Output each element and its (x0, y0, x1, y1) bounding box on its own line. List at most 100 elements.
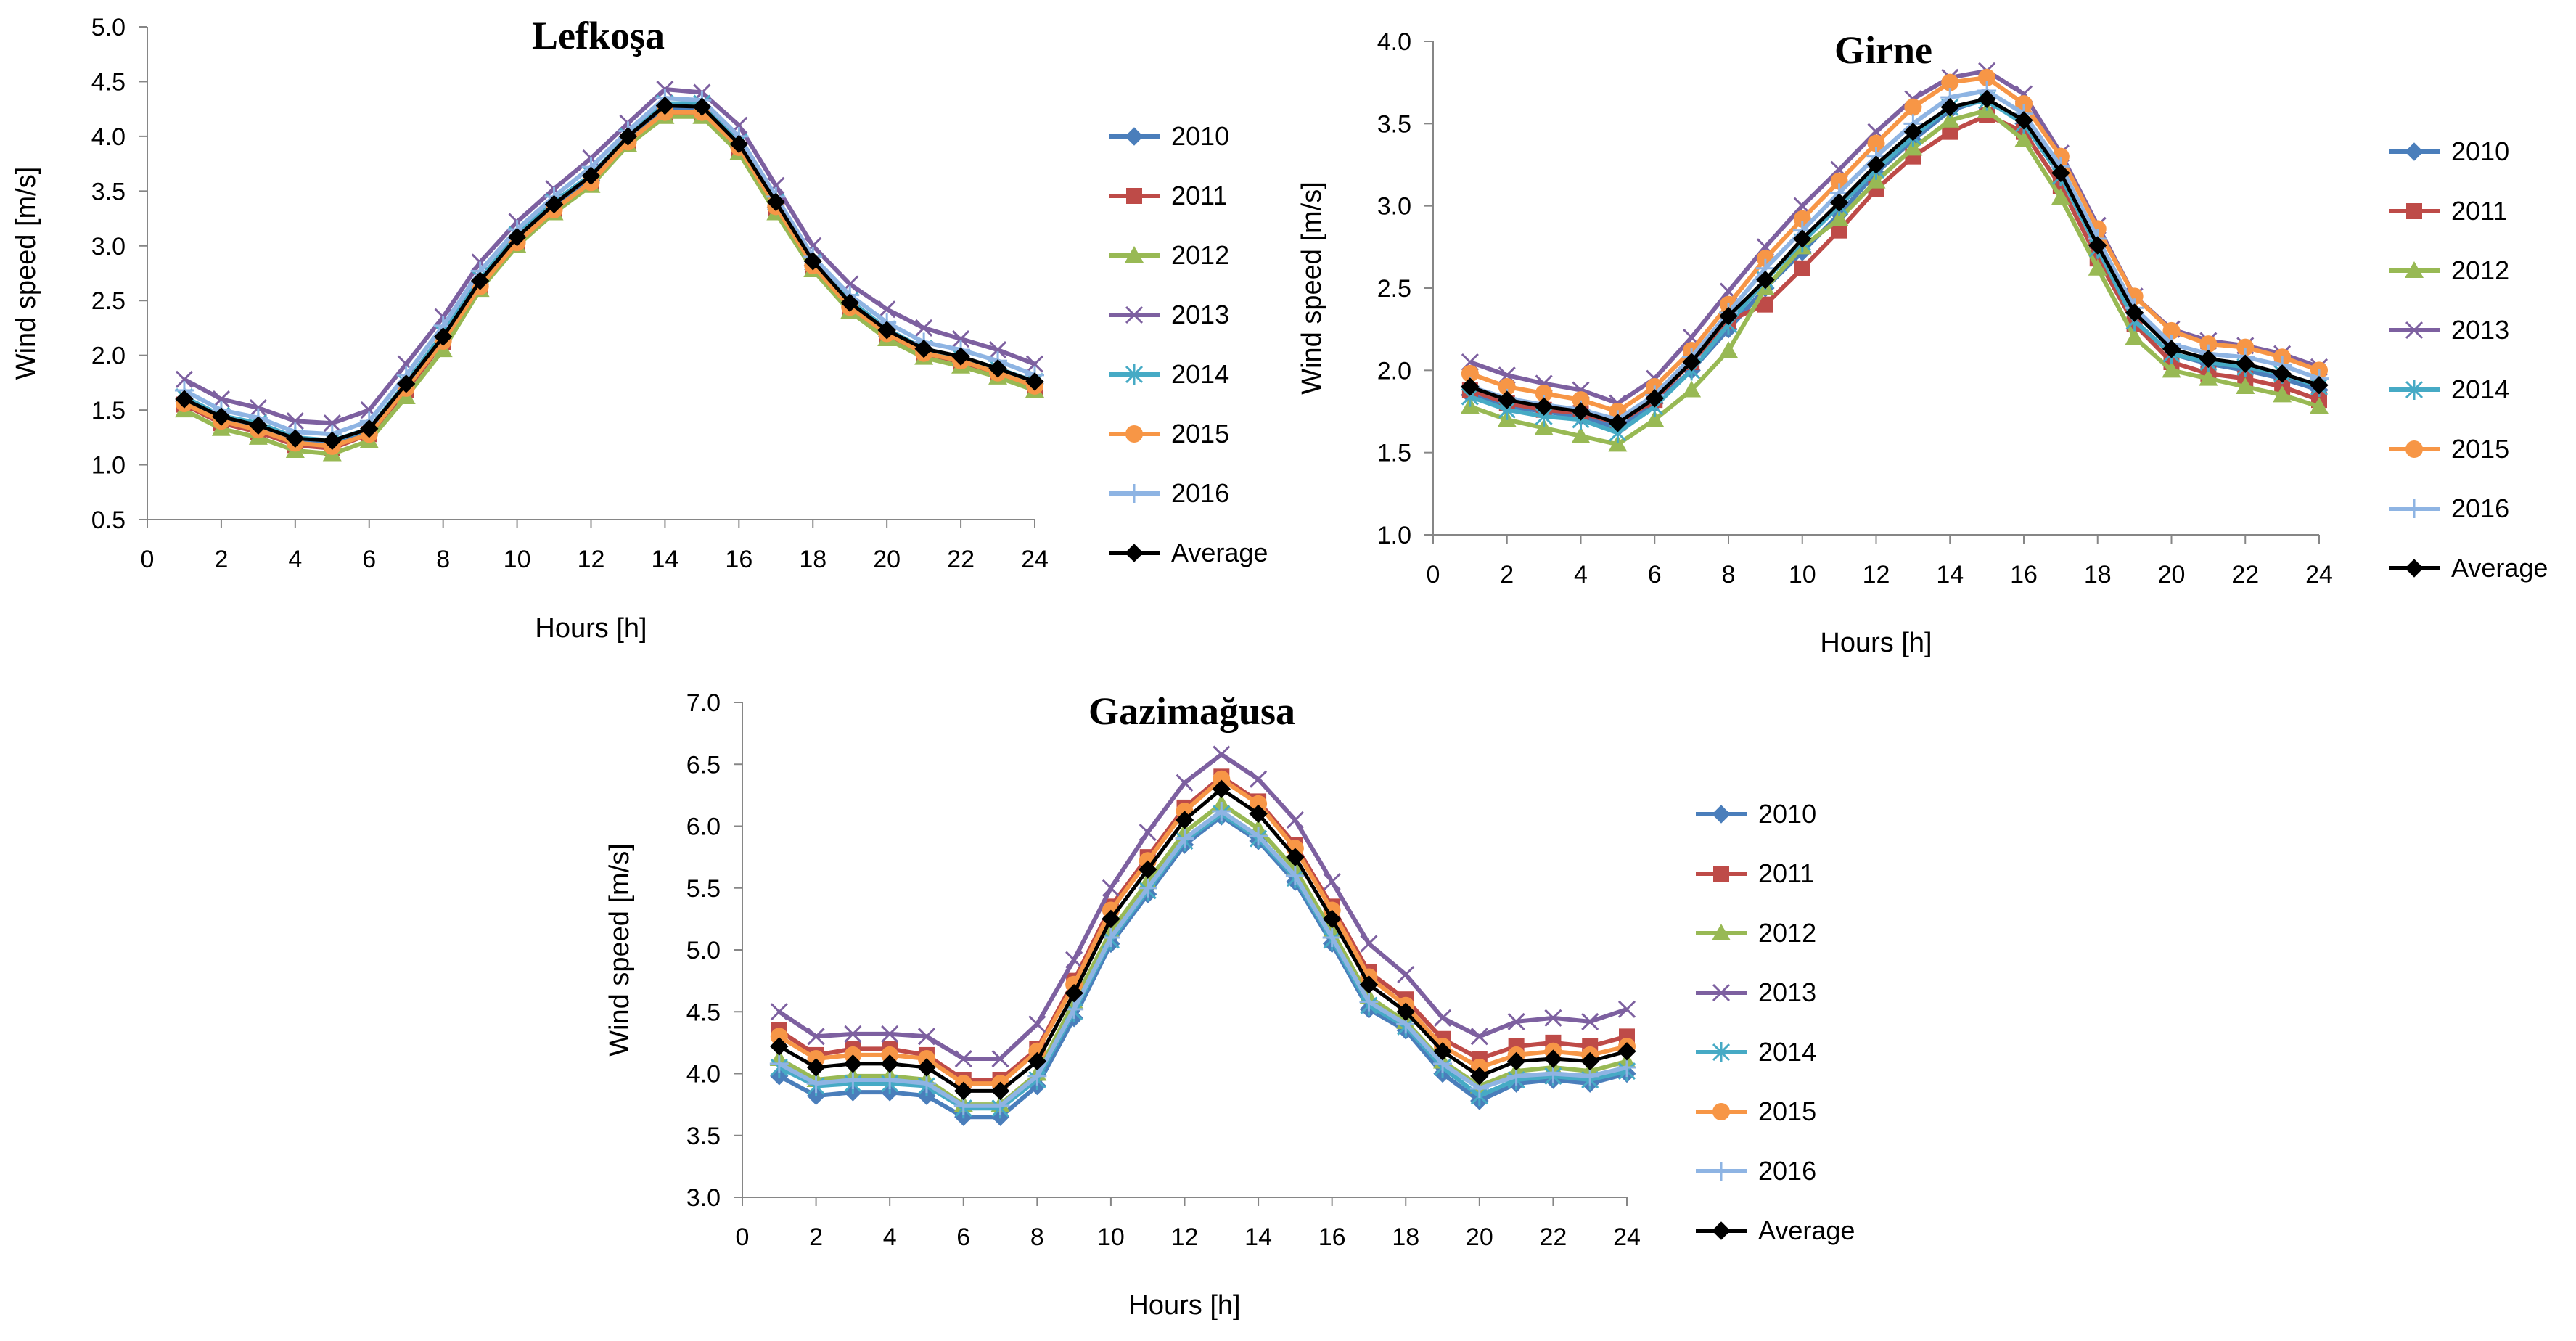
legend-marker (2406, 203, 2422, 219)
data-point (878, 300, 896, 319)
y-tick-label: 3.0 (686, 1184, 721, 1212)
y-tick-label: 4.0 (1377, 28, 1411, 56)
data-point (1645, 389, 1664, 408)
data-point (770, 1003, 788, 1021)
data-point (655, 96, 675, 115)
legend-label: 2015 (1758, 1096, 1816, 1126)
x-tick-label: 12 (1863, 561, 1890, 589)
data-point (1543, 1049, 1563, 1068)
data-point (990, 1081, 1010, 1101)
series-2014 (770, 803, 1636, 1119)
y-tick-label: 1.0 (91, 452, 126, 480)
data-point (397, 374, 416, 393)
series-2016 (769, 802, 1636, 1115)
data-point (1139, 823, 1157, 842)
x-tick-label: 20 (1466, 1223, 1493, 1251)
legend-marker (2405, 380, 2424, 400)
data-point (323, 431, 342, 451)
data-point (1285, 866, 1305, 885)
data-point (1025, 355, 1044, 373)
data-point (2162, 321, 2181, 340)
data-point (433, 327, 453, 346)
data-point (212, 390, 230, 409)
data-point (729, 134, 749, 154)
data-point (618, 127, 638, 146)
x-tick-label: 0 (141, 546, 155, 573)
data-point (1396, 1002, 1415, 1021)
y-tick-label: 6.0 (686, 813, 721, 841)
x-tick-label: 10 (504, 546, 531, 573)
y-tick-label: 3.5 (686, 1123, 721, 1150)
legend-marker (1125, 484, 1144, 503)
x-tick-label: 24 (2305, 561, 2333, 589)
data-point (1065, 951, 1083, 969)
x-tick-label: 0 (1427, 561, 1440, 589)
data-point (1829, 193, 1849, 212)
x-tick-label: 10 (1789, 561, 1816, 589)
data-point (803, 252, 822, 271)
series-2013 (770, 745, 1636, 1068)
data-point (2125, 303, 2144, 322)
legend-marker (1712, 1162, 1731, 1181)
series-average (770, 779, 1636, 1101)
legend-label: 2010 (2451, 136, 2509, 166)
x-tick-label: 14 (652, 546, 679, 573)
data-point (1507, 1012, 1525, 1030)
x-tick-label: 2 (809, 1223, 823, 1251)
data-point (1102, 909, 1120, 929)
data-point (1580, 1051, 1599, 1071)
data-point (2273, 385, 2292, 403)
x-tick-label: 8 (1030, 1223, 1044, 1251)
data-point (2199, 349, 2218, 369)
data-point (175, 390, 194, 409)
data-point (2162, 340, 2181, 358)
data-point (844, 1025, 862, 1043)
data-point (1617, 1000, 1636, 1018)
data-point (952, 329, 970, 348)
legend-label: 2012 (1758, 918, 1816, 948)
data-point (1175, 811, 1194, 829)
series-2012 (1460, 101, 2329, 452)
data-point (2051, 188, 2070, 205)
data-point (2051, 163, 2070, 183)
data-point (1534, 418, 1554, 435)
legend-marker (1712, 924, 1731, 940)
legend-label: 2013 (1171, 300, 1229, 329)
y-tick-label: 4.0 (91, 123, 126, 151)
y-tick-label: 6.5 (686, 751, 721, 779)
data-point (880, 1070, 900, 1090)
data-point (175, 370, 194, 388)
data-point (769, 1054, 789, 1073)
data-point (1719, 341, 1738, 358)
data-point (1213, 770, 1231, 788)
data-point (1249, 827, 1268, 846)
y-axis-label: Wind speed [m/s] (11, 167, 41, 380)
x-tick-label: 6 (956, 1223, 970, 1251)
data-point (1617, 1057, 1636, 1077)
series-2013 (175, 80, 1044, 432)
legend-marker (1713, 866, 1729, 882)
data-point (1359, 975, 1379, 994)
y-tick-label: 1.0 (1377, 522, 1411, 549)
x-tick-label: 22 (1540, 1223, 1567, 1251)
data-point (1829, 209, 1849, 226)
data-point (880, 1054, 899, 1073)
series-line (778, 752, 1628, 1061)
legend-marker (1712, 1042, 1731, 1062)
data-point (2310, 397, 2329, 414)
legend-marker (2405, 261, 2424, 278)
data-point (1571, 427, 1591, 443)
data-point (1534, 397, 1554, 416)
legend-marker (1125, 246, 1144, 263)
legend-marker (1125, 544, 1144, 562)
legend-marker (1125, 127, 1144, 146)
legend-label: 2015 (1171, 419, 1229, 448)
data-point (212, 407, 231, 426)
data-point (988, 359, 1007, 378)
y-tick-label: 4.0 (686, 1061, 721, 1088)
y-tick-label: 5.5 (686, 875, 721, 903)
x-tick-label: 8 (436, 546, 450, 573)
data-point (1756, 270, 1775, 290)
y-tick-label: 7.0 (686, 689, 721, 717)
data-point (991, 1049, 1009, 1068)
